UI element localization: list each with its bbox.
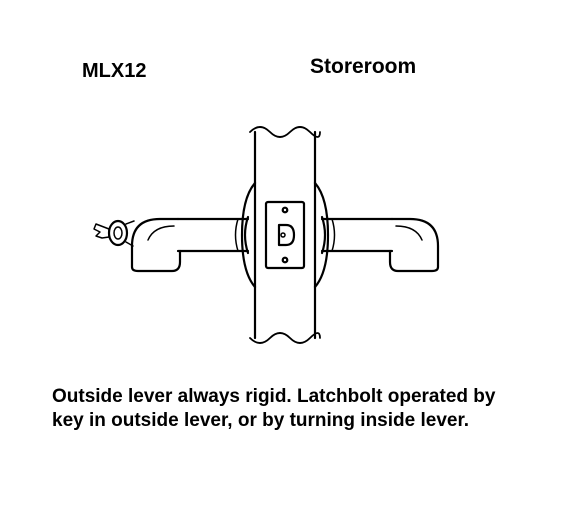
function-description: Outside lever always rigid. Latchbolt op…	[52, 385, 532, 433]
lock-diagram	[70, 120, 500, 350]
latch-plate	[266, 202, 304, 268]
key-cylinder-icon	[94, 221, 127, 245]
outside-lever	[94, 217, 248, 271]
function-name-label: Storeroom	[310, 55, 416, 79]
lock-diagram-svg	[70, 120, 500, 350]
model-code-label: MLX12	[82, 60, 146, 83]
inside-lever	[322, 217, 438, 271]
page: MLX12 Storeroom	[0, 0, 572, 520]
